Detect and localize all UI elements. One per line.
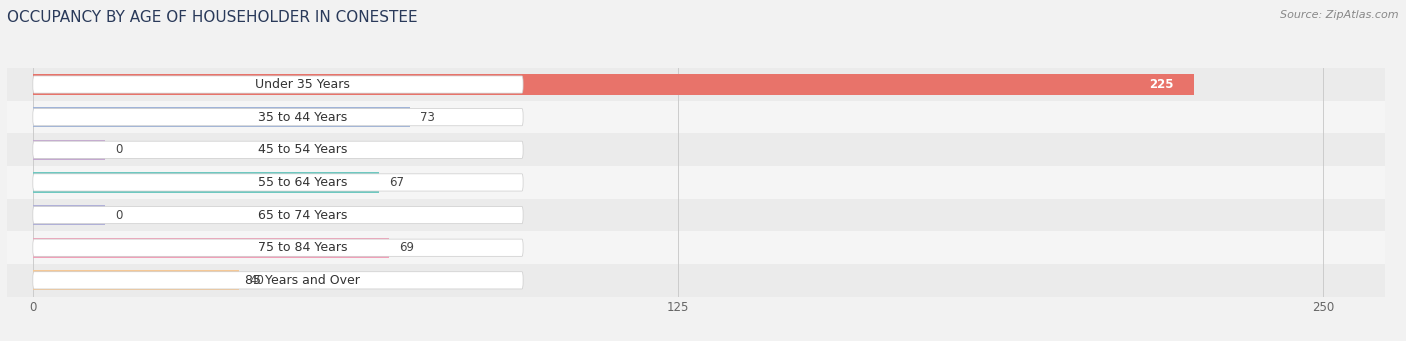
Text: 65 to 74 Years: 65 to 74 Years [257, 209, 347, 222]
Bar [7, 101, 1385, 133]
Text: 75 to 84 Years: 75 to 84 Years [257, 241, 347, 254]
FancyBboxPatch shape [32, 76, 523, 93]
Text: 55 to 64 Years: 55 to 64 Years [257, 176, 347, 189]
Bar [32, 74, 1194, 95]
FancyBboxPatch shape [32, 206, 523, 224]
Bar [32, 238, 389, 258]
Text: OCCUPANCY BY AGE OF HOUSEHOLDER IN CONESTEE: OCCUPANCY BY AGE OF HOUSEHOLDER IN CONES… [7, 10, 418, 25]
FancyBboxPatch shape [32, 108, 523, 126]
Bar [7, 199, 1385, 232]
Bar [32, 140, 105, 160]
Text: 40: 40 [250, 274, 264, 287]
Text: Under 35 Years: Under 35 Years [254, 78, 350, 91]
Bar [32, 270, 239, 291]
Bar [7, 232, 1385, 264]
Text: 69: 69 [399, 241, 415, 254]
Text: 45 to 54 Years: 45 to 54 Years [257, 143, 347, 156]
FancyBboxPatch shape [32, 141, 523, 159]
Text: 225: 225 [1149, 78, 1174, 91]
FancyBboxPatch shape [32, 272, 523, 289]
FancyBboxPatch shape [32, 239, 523, 256]
Text: 35 to 44 Years: 35 to 44 Years [257, 111, 347, 124]
Bar [32, 172, 378, 193]
Bar [32, 205, 105, 225]
Text: 67: 67 [389, 176, 404, 189]
Text: 0: 0 [115, 143, 122, 156]
Text: 0: 0 [115, 209, 122, 222]
Bar [32, 107, 409, 127]
Text: Source: ZipAtlas.com: Source: ZipAtlas.com [1281, 10, 1399, 20]
Text: 73: 73 [420, 111, 434, 124]
Bar [7, 133, 1385, 166]
Bar [7, 166, 1385, 199]
Bar [7, 68, 1385, 101]
Text: 85 Years and Over: 85 Years and Over [245, 274, 360, 287]
Bar [7, 264, 1385, 297]
FancyBboxPatch shape [32, 174, 523, 191]
